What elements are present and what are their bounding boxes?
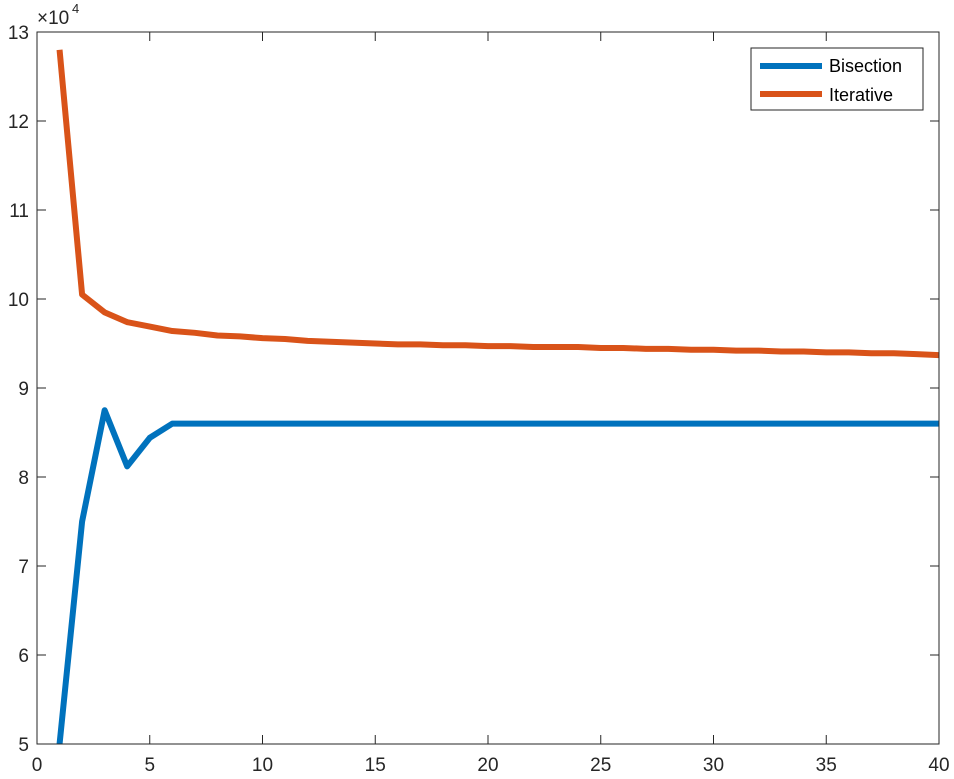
y-tick-label: 9	[18, 379, 29, 400]
x-tick-label: 5	[144, 755, 155, 776]
y-tick-label: 13	[8, 23, 29, 44]
x-tick-label: 30	[703, 755, 724, 776]
x-tick-label: 40	[928, 755, 949, 776]
y-tick-label: 7	[18, 557, 29, 578]
legend-label-iterative: Iterative	[829, 85, 893, 105]
y-tick-label: 12	[8, 112, 29, 133]
y-tick-label: 10	[8, 290, 29, 311]
y-axis-multiplier: ×10 4	[37, 1, 79, 29]
plot-area-background	[37, 32, 939, 744]
x-tick-label: 0	[32, 755, 43, 776]
legend-label-bisection: Bisection	[829, 56, 902, 76]
legend: Bisection Iterative	[750, 47, 924, 111]
x-tick-label: 10	[252, 755, 273, 776]
x-tick-label: 25	[590, 755, 611, 776]
ticks-layer	[36, 31, 940, 745]
y-tick-label: 8	[18, 468, 29, 489]
x-tick-label: 20	[477, 755, 498, 776]
x-tick-label: 15	[365, 755, 386, 776]
y-tick-labels: 5 6 7 8 9 10 11 12 13	[8, 23, 29, 756]
y-multiplier-exponent: 4	[72, 1, 79, 16]
x-tick-label: 35	[816, 755, 837, 776]
y-tick-label: 5	[18, 735, 29, 756]
x-tick-labels: 0 5 10 15 20 25 30 35 40	[32, 755, 950, 776]
series-line-iterative	[56, 49, 939, 359]
series-line-bisection	[56, 407, 939, 744]
y-multiplier-base: ×10	[37, 8, 69, 29]
y-tick-label: 6	[18, 646, 29, 667]
y-tick-label: 11	[9, 201, 29, 222]
legend-box	[750, 47, 924, 111]
series-layer	[56, 49, 939, 744]
